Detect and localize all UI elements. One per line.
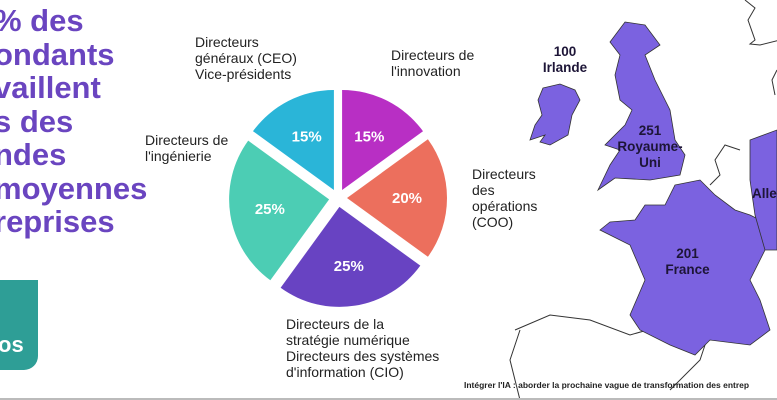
map-ireland: 100 Irlande xyxy=(542,44,588,75)
europe-map xyxy=(509,0,777,400)
pie-slice xyxy=(280,206,421,307)
france-shape xyxy=(599,179,771,356)
germany-shape xyxy=(749,129,777,251)
map-france: 201 France xyxy=(665,246,710,277)
brand-logo: os xyxy=(0,280,38,370)
pie-slice xyxy=(229,140,330,281)
pie-slice xyxy=(347,139,448,257)
headline: % des ondants vaillent s des ndes moyenn… xyxy=(0,3,148,239)
pie-value-label: 15% xyxy=(354,129,384,146)
footer-text: Intégrer l'IA : aborder la prochaine vag… xyxy=(464,380,750,390)
pie-slice xyxy=(253,89,334,190)
ireland-shape xyxy=(529,83,581,146)
pie-value-label: 25% xyxy=(334,258,364,275)
map-uk: 251 Royaume- Uni xyxy=(617,123,683,170)
label-engineering: Directeurs de l'ingénierie xyxy=(145,132,229,164)
map-germany: Alle xyxy=(752,186,777,201)
label-operations: Directeurs des opérations (COO) xyxy=(472,166,538,230)
pie-value-label: 25% xyxy=(255,201,285,218)
label-ceo: Directeurs généraux (CEO) Vice-président… xyxy=(195,34,297,82)
uk-shape xyxy=(596,21,686,192)
label-innovation: Directeurs de l'innovation xyxy=(391,47,475,79)
label-cio: Directeurs de la stratégie numérique Dir… xyxy=(286,316,440,380)
divider xyxy=(0,398,777,400)
pie-value-label: 15% xyxy=(292,129,322,146)
pie-slice xyxy=(342,89,423,190)
pie-value-label: 20% xyxy=(392,190,422,207)
